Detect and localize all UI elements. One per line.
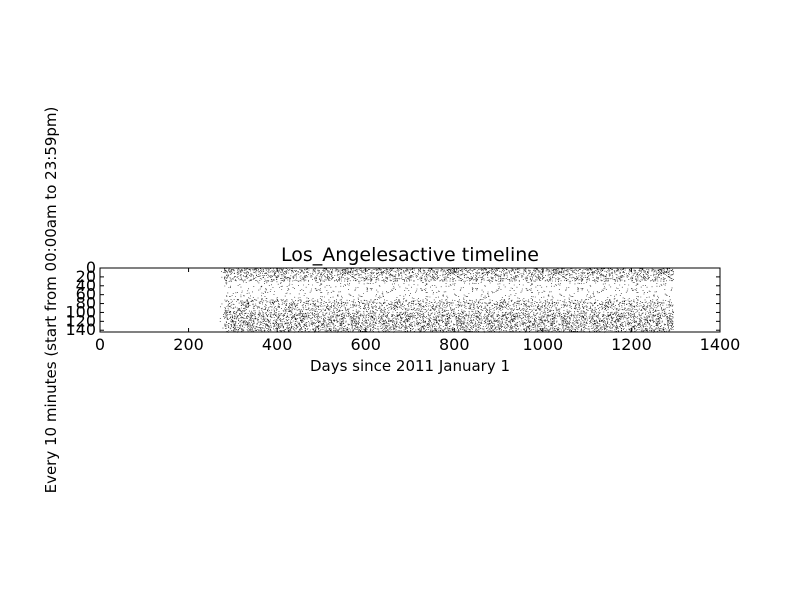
x-tick-label: 1400 [700,335,741,354]
y-tick-label: 20 [76,267,96,286]
x-tick-label: 200 [173,335,204,354]
x-tick-label: 400 [262,335,293,354]
x-tick-label: 1200 [611,335,652,354]
y-tick-label: 60 [76,285,96,304]
x-axis: 0 200 400 600 800 1000 1200 1400 [95,268,740,354]
plot-area [99,267,721,333]
activity-dots [219,268,674,333]
chart-title: Los_Angelesactive timeline [281,244,539,266]
y-tick-label: 140 [65,320,96,339]
y-tick-label: 40 [76,276,96,295]
x-axis-label: Days since 2011 January 1 [310,357,510,375]
x-tick-label: 0 [95,335,105,354]
y-tick-label: 100 [65,302,96,321]
x-tick-label: 600 [350,335,381,354]
y-tick-label: 120 [65,311,96,330]
plot-frame [99,267,721,333]
activity-marks [219,268,674,333]
plot-background [100,268,720,332]
y-axis-label: Every 10 minutes (start from 00:00am to … [42,107,60,494]
x-tick-label: 1000 [522,335,563,354]
y-tick-label: 80 [76,294,96,313]
x-tick-label: 800 [439,335,470,354]
y-tick-label: 0 [86,258,96,277]
